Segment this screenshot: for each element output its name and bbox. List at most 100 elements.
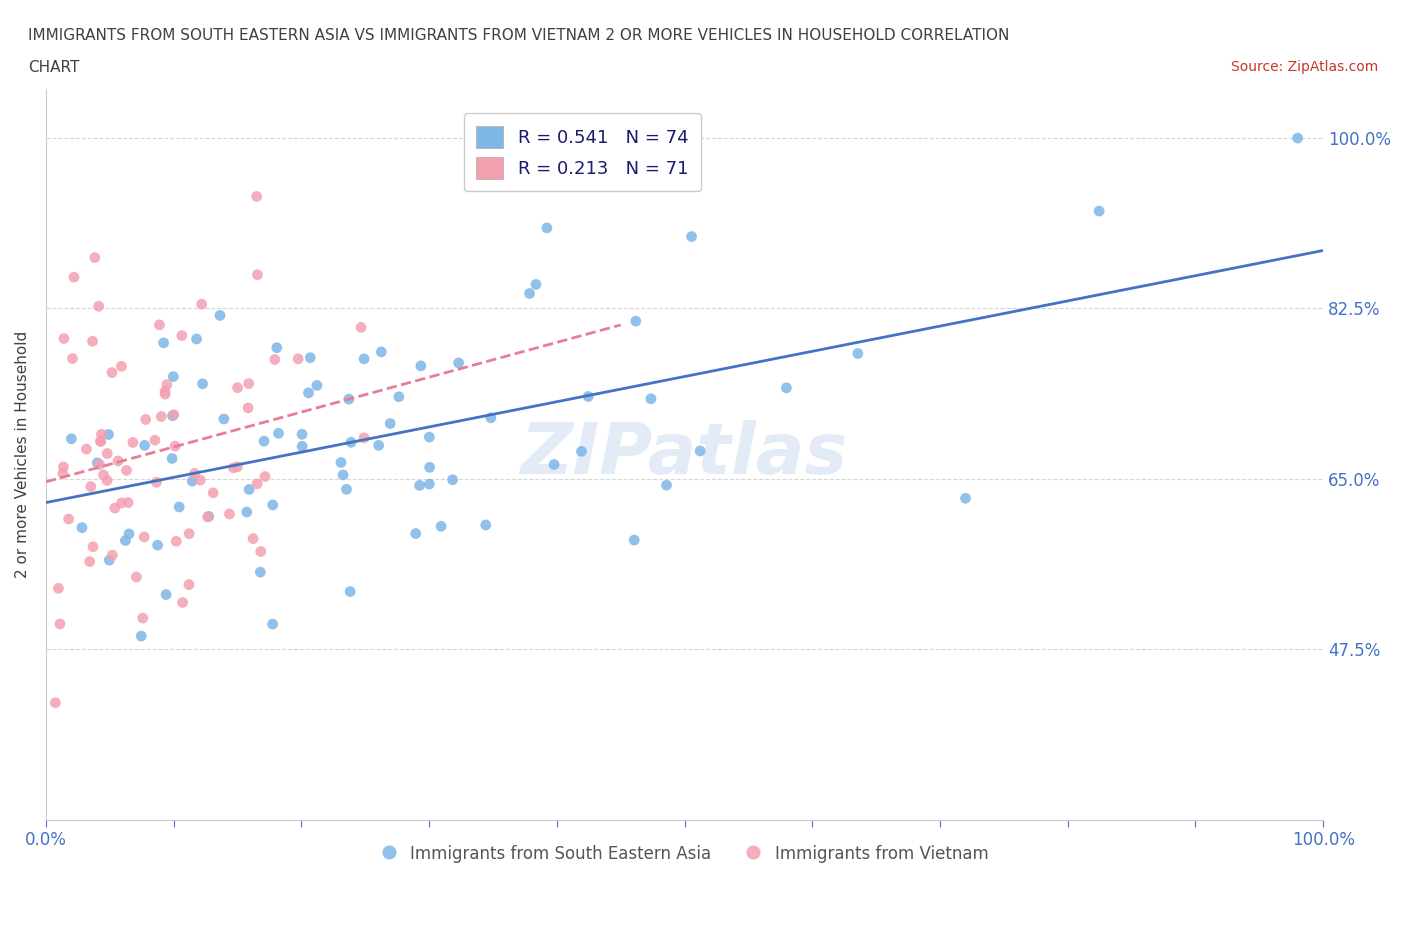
Point <box>97 427 120 442</box>
Point <box>162 369 184 384</box>
Point <box>58 512 80 526</box>
Point <box>655 478 678 493</box>
Point <box>96 446 118 461</box>
Point <box>226 459 249 474</box>
Point <box>52 466 75 481</box>
Point <box>153 384 176 399</box>
Point <box>353 352 375 366</box>
Point <box>337 392 360 406</box>
Point <box>408 478 430 493</box>
Point <box>370 344 392 359</box>
Point <box>101 548 124 563</box>
Point <box>236 505 259 520</box>
Point <box>441 472 464 487</box>
Point <box>681 229 703 244</box>
Point <box>167 499 190 514</box>
Point <box>238 376 260 391</box>
Point <box>125 569 148 584</box>
Point <box>218 507 240 522</box>
Point <box>44 696 66 711</box>
Point <box>90 434 112 449</box>
Point <box>353 431 375 445</box>
Point <box>236 401 259 416</box>
Point <box>253 433 276 448</box>
Point <box>212 412 235 427</box>
Point <box>52 331 75 346</box>
Point <box>519 286 541 301</box>
Point <box>170 328 193 343</box>
Point <box>172 595 194 610</box>
Point <box>624 313 647 328</box>
Point <box>266 340 288 355</box>
Point <box>135 412 157 427</box>
Point <box>524 277 547 292</box>
Point <box>332 468 354 483</box>
Point <box>90 427 112 442</box>
Point <box>263 352 285 366</box>
Point <box>165 534 187 549</box>
Point <box>330 455 353 470</box>
Point <box>249 565 271 579</box>
Point <box>132 611 155 626</box>
Text: CHART: CHART <box>28 60 80 75</box>
Point <box>82 539 104 554</box>
Point <box>249 544 271 559</box>
Point <box>367 438 389 453</box>
Point <box>115 463 138 478</box>
Point <box>191 377 214 392</box>
Point <box>267 426 290 441</box>
Point <box>122 435 145 450</box>
Point <box>197 510 219 525</box>
Text: Source: ZipAtlas.com: Source: ZipAtlas.com <box>1230 60 1378 74</box>
Point <box>60 432 83 446</box>
Point <box>183 466 205 481</box>
Point <box>955 491 977 506</box>
Point <box>143 432 166 447</box>
Point <box>254 469 277 484</box>
Point <box>177 578 200 592</box>
Point <box>48 581 70 596</box>
Point <box>340 435 363 450</box>
Point <box>117 495 139 510</box>
Point <box>287 352 309 366</box>
Point <box>409 358 432 373</box>
Point <box>339 584 361 599</box>
Point <box>246 476 269 491</box>
Point <box>208 308 231 323</box>
Point <box>418 430 440 445</box>
Point <box>479 410 502 425</box>
Point <box>153 387 176 402</box>
Point <box>543 458 565 472</box>
Point <box>418 476 440 491</box>
Text: ZIPatlas: ZIPatlas <box>520 420 848 489</box>
Point <box>350 320 373 335</box>
Point <box>145 475 167 490</box>
Point <box>163 407 186 422</box>
Point <box>62 352 84 366</box>
Point <box>82 334 104 349</box>
Point <box>388 390 411 405</box>
Point <box>198 509 221 524</box>
Point <box>623 533 645 548</box>
Point <box>49 617 72 631</box>
Point <box>110 359 132 374</box>
Point <box>83 250 105 265</box>
Point <box>846 346 869 361</box>
Point <box>63 270 86 285</box>
Point <box>775 380 797 395</box>
Point <box>79 554 101 569</box>
Point <box>226 380 249 395</box>
Point <box>93 468 115 483</box>
Point <box>222 460 245 475</box>
Point <box>405 526 427 541</box>
Point <box>246 189 269 204</box>
Point <box>188 472 211 487</box>
Point <box>291 439 314 454</box>
Point <box>299 351 322 365</box>
Point <box>111 496 134 511</box>
Point <box>430 519 453 534</box>
Point <box>96 473 118 488</box>
Y-axis label: 2 or more Vehicles in Household: 2 or more Vehicles in Household <box>15 331 30 578</box>
Point <box>1088 204 1111 219</box>
Point <box>118 526 141 541</box>
